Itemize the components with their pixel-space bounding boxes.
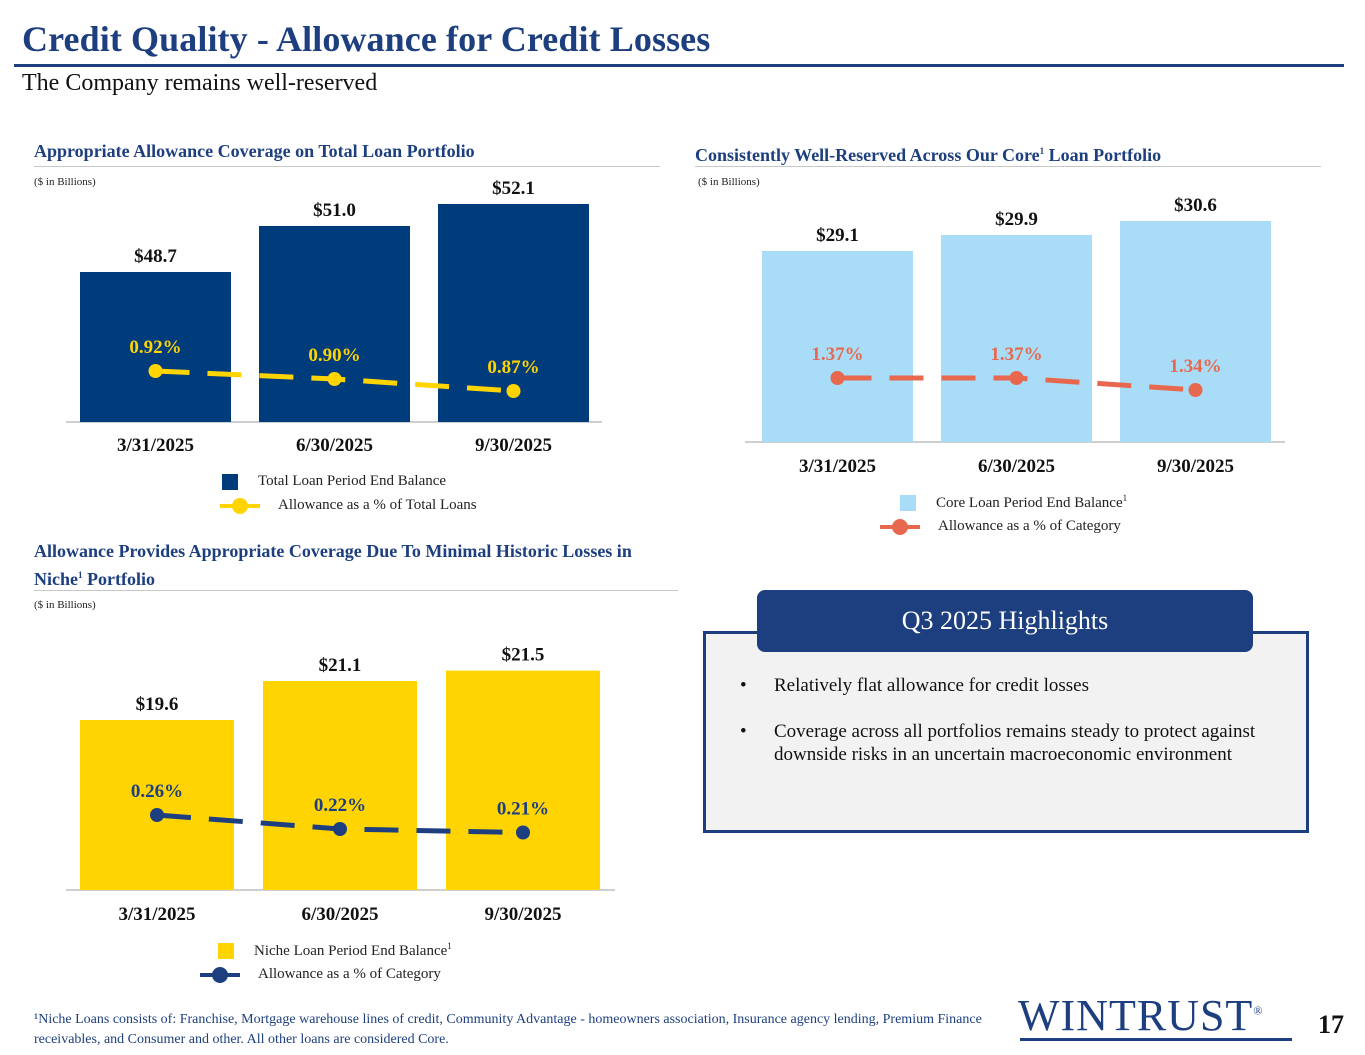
- total-bar-label-0: $48.7: [134, 246, 177, 267]
- page-title: Credit Quality - Allowance for Credit Lo…: [22, 19, 711, 59]
- niche-legend-bar-swatch: [218, 942, 234, 959]
- total-line-label-0: 0.92%: [129, 337, 181, 358]
- highlights-list: • Relatively flat allowance for credit l…: [740, 674, 1260, 789]
- niche-legend-line: Allowance as a % of Category: [200, 966, 441, 983]
- total-line-label-2: 0.87%: [487, 357, 539, 378]
- total-chart-rule: [34, 166, 660, 167]
- niche-line-label-1: 0.22%: [314, 795, 366, 816]
- core-line-point-2: [1188, 383, 1203, 397]
- bullet-icon: •: [740, 721, 747, 742]
- footnote-text: Niche Loans consists of: Franchise, Mort…: [34, 1012, 982, 1047]
- core-line-label-2: 1.34%: [1169, 356, 1221, 377]
- core-loan-chart: $29.1 3/31/2025 $29.9 6/30/2025 $30.6 9/30/20…: [745, 195, 1285, 477]
- niche-bar-0: [80, 720, 234, 890]
- core-chart-rule: [695, 166, 1321, 167]
- total-category-label-0: 3/31/2025: [117, 435, 194, 456]
- core-bar-0: [762, 251, 913, 442]
- niche-legend-line-marker: [200, 966, 240, 983]
- logo-underline: [1020, 1038, 1292, 1041]
- page-number: 17: [1318, 1010, 1344, 1039]
- niche-legend-line-label: Allowance as a % of Category: [258, 966, 441, 982]
- total-legend-bar-swatch: [222, 473, 238, 490]
- core-legend-line-marker: [880, 518, 920, 535]
- highlight-item: • Coverage across all portfolios remains…: [740, 721, 1256, 765]
- niche-bar-label-1: $21.1: [319, 655, 362, 676]
- niche-chart-title: Allowance Provides Appropriate Coverage …: [34, 541, 632, 589]
- core-legend-line-label: Allowance as a % of Category: [938, 518, 1121, 534]
- niche-line-point-0: [150, 808, 164, 822]
- total-category-label-2: 9/30/2025: [475, 435, 552, 456]
- total-legend-line: Allowance as a % of Total Loans: [220, 497, 477, 514]
- footnote: ¹Niche Loans consists of: Franchise, Mor…: [34, 1010, 994, 1050]
- total-bar-1: [259, 226, 410, 422]
- core-legend-bar-label: Core Loan Period End Balance1: [936, 493, 1128, 511]
- niche-bar-1: [263, 681, 417, 890]
- core-bar-label-0: $29.1: [816, 225, 859, 246]
- niche-bar-label-2: $21.5: [502, 645, 545, 666]
- total-chart-title: Appropriate Allowance Coverage on Total …: [34, 141, 475, 161]
- total-line-point-2: [506, 384, 521, 398]
- bullet-icon: •: [740, 675, 747, 696]
- total-legend-line-label: Allowance as a % of Total Loans: [278, 497, 477, 513]
- niche-category-label-2: 9/30/2025: [484, 904, 561, 925]
- core-category-label-0: 3/31/2025: [799, 456, 876, 477]
- total-legend-bar-label: Total Loan Period End Balance: [258, 473, 447, 489]
- total-bar-label-1: $51.0: [313, 200, 356, 221]
- core-category-label-2: 9/30/2025: [1157, 456, 1234, 477]
- core-bar-label-2: $30.6: [1174, 195, 1217, 216]
- core-bar-1: [941, 235, 1092, 442]
- total-line-label-1: 0.90%: [308, 345, 360, 366]
- niche-category-label-0: 3/31/2025: [118, 904, 195, 925]
- core-bar-2: [1120, 221, 1271, 442]
- niche-bar-label-0: $19.6: [136, 694, 179, 715]
- wintrust-logo: WINTRUST®: [1018, 991, 1264, 1040]
- core-line-point-0: [830, 371, 845, 385]
- niche-bar-2: [446, 670, 600, 890]
- core-line-point-1: [1009, 371, 1024, 385]
- total-bar-0: [80, 272, 231, 422]
- core-chart-units: ($ in Billions): [698, 176, 760, 188]
- total-loan-chart: $48.7 3/31/2025 $51.0 6/30/2025 $52.1 9/30/20…: [66, 178, 602, 456]
- core-legend-bar: Core Loan Period End Balance1: [900, 493, 1127, 512]
- core-line-label-0: 1.37%: [811, 344, 863, 365]
- total-legend-line-marker: [220, 497, 260, 514]
- total-line-point-1: [327, 372, 342, 386]
- total-category-label-1: 6/30/2025: [296, 435, 373, 456]
- niche-chart-rule: [34, 590, 678, 591]
- core-category-label-1: 6/30/2025: [978, 456, 1055, 477]
- niche-category-label-1: 6/30/2025: [301, 904, 378, 925]
- core-bar-label-1: $29.9: [995, 209, 1038, 230]
- page-subtitle: The Company remains well-reserved: [22, 70, 378, 96]
- total-legend-bar: Total Loan Period End Balance: [222, 473, 446, 490]
- niche-line-point-1: [333, 822, 347, 836]
- core-legend-line: Allowance as a % of Category: [880, 518, 1121, 535]
- niche-line-label-2: 0.21%: [497, 799, 549, 820]
- niche-chart-units: ($ in Billions): [34, 599, 96, 611]
- niche-line-point-2: [516, 825, 530, 840]
- title-rule: [14, 64, 1344, 67]
- highlights-header: Q3 2025 Highlights: [757, 590, 1253, 652]
- total-bar-label-2: $52.1: [492, 178, 535, 199]
- niche-legend-bar: Niche Loan Period End Balance1: [218, 941, 452, 960]
- core-legend-bar-swatch: [900, 494, 916, 511]
- niche-line-label-0: 0.26%: [131, 781, 183, 802]
- footnote-marker: ¹: [34, 1012, 39, 1027]
- total-line-point-0: [148, 364, 163, 378]
- highlight-item: • Relatively flat allowance for credit l…: [740, 675, 1089, 696]
- core-line-label-1: 1.37%: [990, 344, 1042, 365]
- core-chart-title: Consistently Well-Reserved Across Our Co…: [695, 145, 1162, 165]
- niche-legend-bar-label: Niche Loan Period End Balance1: [254, 941, 452, 959]
- niche-loan-chart: $19.6 3/31/2025 $21.1 6/30/2025 $21.5 9/30/20…: [66, 645, 615, 925]
- total-chart-units: ($ in Billions): [34, 176, 96, 188]
